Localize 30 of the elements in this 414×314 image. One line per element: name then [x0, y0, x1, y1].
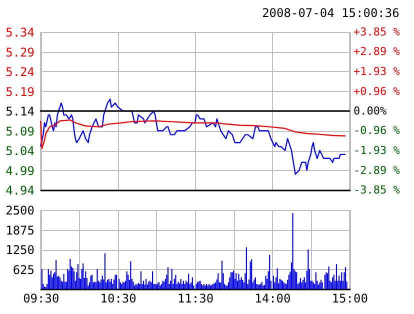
y-tick-label: 5.14 [6, 104, 34, 118]
y2-tick-label: 0.00% [354, 104, 387, 118]
line-series [40, 119, 346, 150]
y2-tick-label: +1.93 % [354, 64, 400, 78]
y2-tick-label: +2.89 % [354, 45, 400, 58]
y-tick-label: 5.34 [6, 26, 34, 40]
y-tick-label: 5.09 [6, 124, 34, 138]
y-tick-label: 625 [12, 262, 34, 277]
x-tick-label: 15:00 [332, 292, 368, 306]
y-tick-label: 4.99 [6, 164, 34, 178]
y2-tick-label: +0.96 % [354, 84, 400, 98]
y2-tick-label: -3.85 % [354, 184, 400, 196]
y2-tick-label: -0.96 % [354, 124, 400, 138]
x-tick-label: 11:30 [177, 292, 214, 306]
x-tick-label: 09:30 [23, 292, 60, 306]
x-tick-label: 10:30 [100, 292, 136, 306]
y-tick-label: 1250 [6, 243, 34, 257]
y2-tick-label: -2.89 % [354, 164, 400, 177]
y-tick-label: 5.29 [6, 45, 34, 60]
y2-tick-label: +3.85 % [354, 26, 400, 38]
y2-tick-label: -1.93 % [354, 144, 400, 158]
y-tick-label: 2500 [6, 204, 34, 218]
y-tick-label: 4.94 [6, 184, 34, 198]
line-series [40, 98, 346, 175]
x-tick-label: 14:00 [254, 292, 291, 306]
y-tick-label: 5.24 [6, 65, 34, 79]
y-tick-label: 5.19 [6, 84, 34, 99]
y-tick-label: 1875 [6, 223, 34, 238]
y-tick-label: 5.04 [6, 144, 34, 158]
chart-title: 2008-07-04 15:00:36 [262, 6, 400, 20]
